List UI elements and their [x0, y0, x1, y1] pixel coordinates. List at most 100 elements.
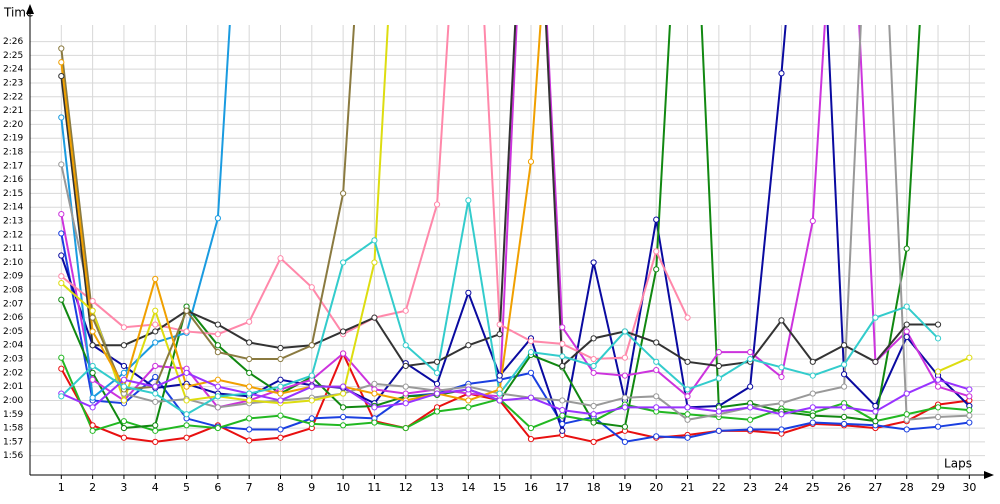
- data-point: [433, 358, 441, 365]
- data-point: [715, 427, 722, 434]
- x-tick-label: 11: [367, 481, 381, 494]
- data-point: [903, 245, 910, 252]
- y-tick-label: 2:24: [3, 65, 23, 75]
- data-point: [966, 354, 973, 361]
- data-point: [840, 342, 848, 349]
- y-tick-label: 2:03: [3, 355, 23, 365]
- data-point: [340, 328, 347, 335]
- y-tick-label: 2:25: [3, 51, 23, 61]
- data-point: [371, 314, 378, 321]
- data-point: [590, 362, 597, 370]
- data-point: [340, 350, 347, 357]
- data-point: [120, 397, 128, 404]
- data-point: [340, 413, 347, 421]
- data-point: [89, 297, 96, 305]
- data-point: [934, 383, 942, 390]
- x-tick-label: 22: [712, 481, 726, 494]
- x-tick-label: 1: [58, 481, 65, 494]
- data-point: [903, 390, 910, 397]
- x-tick-label: 8: [277, 481, 284, 494]
- x-axis-title: Laps: [944, 457, 972, 471]
- data-point: [371, 380, 378, 387]
- data-point: [214, 383, 221, 390]
- data-point: [653, 216, 660, 223]
- y-tick-label: 1:57: [3, 437, 23, 447]
- data-point: [277, 426, 284, 433]
- data-point: [966, 419, 973, 426]
- data-point: [559, 362, 566, 370]
- data-point: [903, 333, 910, 341]
- data-point: [903, 328, 910, 335]
- x-tick-label: 4: [152, 481, 159, 494]
- x-tick-label: 6: [214, 481, 221, 494]
- data-point: [590, 411, 597, 418]
- y-tick-label: 2:16: [3, 175, 23, 185]
- data-point: [308, 397, 315, 404]
- data-point: [809, 372, 816, 379]
- data-point: [58, 252, 65, 259]
- data-point: [590, 369, 597, 376]
- data-point: [840, 361, 848, 368]
- data-point: [590, 438, 597, 445]
- x-tick-label: 30: [962, 481, 976, 494]
- data-point: [371, 259, 378, 266]
- y-tick-label: 2:12: [3, 230, 23, 240]
- data-point: [621, 328, 629, 335]
- data-point: [89, 422, 96, 429]
- data-point: [653, 339, 660, 346]
- data-point: [747, 404, 754, 411]
- y-tick-label: 2:10: [3, 258, 23, 268]
- data-point: [246, 369, 253, 376]
- data-point: [934, 404, 942, 411]
- y-arrow: [26, 4, 34, 14]
- data-point: [747, 349, 754, 356]
- data-point: [120, 424, 128, 432]
- data-point: [559, 420, 566, 428]
- data-point: [183, 307, 190, 314]
- ticks: 1:56 1:57 1:58 1:59 2:00 2:01 2:02 2:03 2:04 2:05…: [3, 37, 976, 494]
- y-tick-label: 2:14: [3, 203, 23, 213]
- y-axis-title: Time: [3, 6, 33, 20]
- series-line: [60, 25, 970, 409]
- data-point: [934, 376, 942, 383]
- data-point: [277, 390, 284, 397]
- data-point: [840, 420, 848, 428]
- data-point: [465, 386, 472, 393]
- data-point: [684, 393, 691, 400]
- data-point: [58, 230, 65, 237]
- series-line: [60, 25, 971, 435]
- data-point: [246, 397, 253, 404]
- x-tick-label: 2: [89, 481, 96, 494]
- y-tick-label: 2:02: [3, 368, 23, 378]
- data-point: [903, 411, 910, 418]
- data-point: [120, 383, 128, 390]
- x-tick-label: 15: [493, 481, 507, 494]
- data-point: [120, 362, 128, 370]
- data-point: [214, 376, 221, 383]
- x-tick-label: 27: [868, 481, 882, 494]
- x-tick-label: 26: [837, 481, 851, 494]
- x-tick-label: 23: [743, 481, 757, 494]
- data-point: [308, 383, 315, 390]
- data-point: [58, 72, 65, 80]
- data-point: [778, 411, 785, 418]
- data-point: [308, 415, 315, 422]
- data-point: [183, 422, 190, 429]
- y-tick-label: 2:01: [3, 382, 23, 392]
- data-point: [559, 407, 566, 414]
- data-point: [903, 416, 910, 423]
- data-point: [715, 349, 722, 356]
- data-point: [747, 416, 754, 423]
- series-line: [60, 357, 970, 433]
- x-tick-label: 5: [183, 481, 190, 494]
- data-point: [214, 404, 221, 411]
- data-point: [371, 419, 378, 426]
- data-point: [89, 394, 96, 401]
- data-point: [590, 419, 597, 426]
- data-point: [371, 237, 378, 244]
- data-point: [934, 413, 942, 421]
- data-point: [371, 390, 378, 397]
- data-point: [653, 266, 660, 273]
- data-point: [840, 413, 848, 421]
- data-point: [183, 383, 190, 390]
